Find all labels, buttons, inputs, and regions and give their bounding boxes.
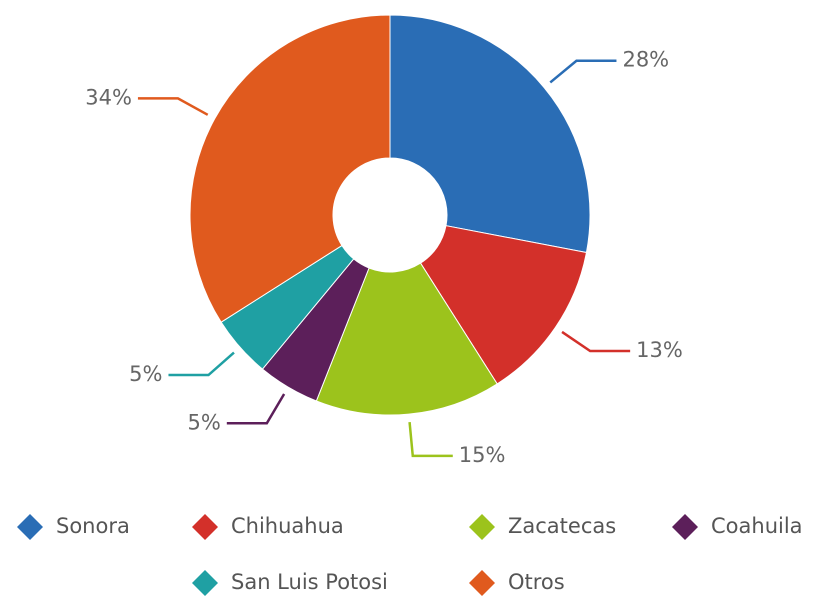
legend-marker: [192, 570, 218, 596]
leader-line: [549, 59, 617, 84]
legend-label: San Luis Potosi: [231, 570, 388, 594]
leader-line: [168, 351, 235, 377]
legend-label: Sonora: [56, 514, 130, 538]
leader-line: [137, 97, 209, 116]
legend-label: Zacatecas: [508, 514, 616, 538]
leader-line: [561, 330, 631, 353]
legend-label: Chihuahua: [231, 514, 344, 538]
data-label: 13%: [636, 338, 683, 362]
data-label: 28%: [622, 48, 669, 72]
leader-line: [408, 421, 453, 458]
slice: [419, 225, 588, 385]
legend-marker: [672, 514, 698, 540]
legend-marker: [469, 514, 495, 540]
leader-line: [226, 393, 286, 425]
data-label: 15%: [459, 443, 506, 467]
legend-marker: [192, 514, 218, 540]
slice: [315, 262, 498, 416]
data-label: 5%: [129, 362, 162, 386]
slice: [189, 14, 391, 323]
legend-label: Otros: [508, 570, 565, 594]
legend-label: Coahuila: [711, 514, 803, 538]
data-label: 34%: [85, 85, 132, 109]
data-label: 5%: [187, 410, 220, 434]
legend-marker: [17, 514, 43, 540]
legend-marker: [469, 570, 495, 596]
slice: [389, 14, 591, 254]
